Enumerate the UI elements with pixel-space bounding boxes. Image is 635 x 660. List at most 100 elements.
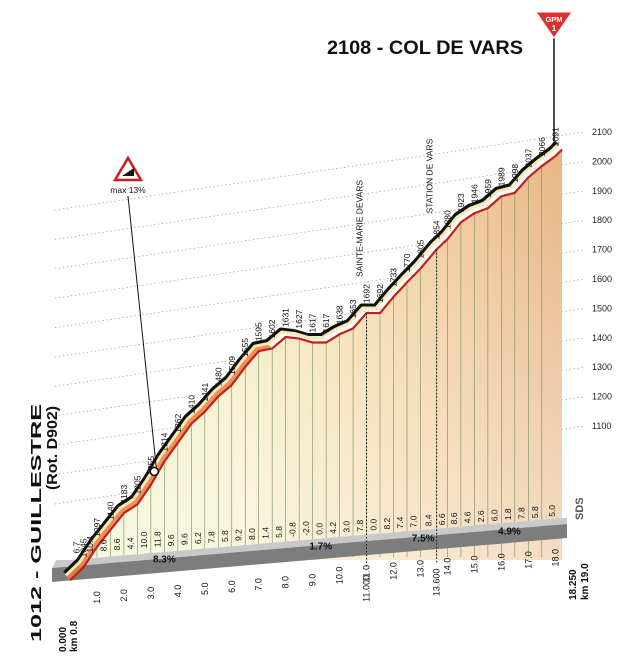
profile-body bbox=[52, 140, 567, 582]
segment-gradient-value: 8.6 bbox=[112, 538, 122, 550]
average-gradient-label: 1.7% bbox=[309, 542, 332, 553]
altitude-value: 1441 bbox=[200, 383, 210, 402]
segment-gradient-value: 8.0 bbox=[247, 528, 257, 540]
segment-gradient-value: 8.6 bbox=[99, 539, 109, 551]
segment-gradient-value: 4.2 bbox=[328, 522, 338, 534]
gridline bbox=[54, 219, 586, 299]
segment-gradient-value: 0.0 bbox=[368, 518, 378, 530]
x-tick-label: 15.0 bbox=[469, 556, 479, 574]
altitude-value: 1653 bbox=[348, 299, 358, 318]
max-gradient-dot bbox=[149, 466, 160, 477]
gridline bbox=[54, 190, 586, 270]
segment-gradient-value: 5.8 bbox=[274, 526, 284, 538]
altitude-value: 1880 bbox=[442, 210, 452, 229]
altitude-value: 1617 bbox=[308, 313, 318, 332]
altitude-value: 2091 bbox=[550, 127, 560, 146]
profile-ridge-dark bbox=[63, 140, 559, 576]
segment-gradient-value: 6.2 bbox=[193, 532, 203, 544]
segment-gradient-value: -2.0 bbox=[301, 521, 311, 536]
gridline bbox=[54, 308, 586, 387]
start-sublabel: (Rot. D902) bbox=[44, 406, 61, 490]
x-tick-label: 12.0 bbox=[389, 562, 399, 580]
segment-gradient-value: 3.0 bbox=[341, 521, 351, 533]
y-tick-label: 1900 bbox=[592, 186, 612, 196]
segment-gradient-value: 1.8 bbox=[503, 508, 513, 520]
altitude-value: 1140 bbox=[105, 501, 115, 520]
y-tick-label: 1400 bbox=[592, 333, 612, 343]
altitude-value: 1805 bbox=[415, 239, 425, 258]
altitude-value: 1959 bbox=[483, 179, 493, 198]
altitude-value: 1183 bbox=[119, 485, 129, 504]
segment-gradient-value: 4.4 bbox=[126, 537, 136, 549]
segment-gradient-value: 2.6 bbox=[476, 510, 486, 522]
altitude-value: 1617 bbox=[321, 313, 331, 332]
altitude-value: 1733 bbox=[389, 268, 399, 287]
segment-gradient-value: 9.6 bbox=[180, 533, 190, 545]
x-tick-label: 17.0 bbox=[523, 551, 533, 569]
altitude-value: 1631 bbox=[281, 308, 291, 327]
altitude-value: 1692 bbox=[375, 284, 385, 303]
brand-logo: SDS bbox=[574, 497, 586, 520]
gpm-flag-icon bbox=[535, 11, 573, 39]
place-km-label: 13.600 bbox=[432, 569, 442, 597]
altitude-value: 1923 bbox=[456, 193, 466, 212]
warning-triangle-icon bbox=[112, 155, 144, 182]
average-gradient-label: 8.3% bbox=[153, 554, 176, 565]
gridline bbox=[54, 337, 586, 417]
max-gradient-marker: max 13% bbox=[110, 155, 160, 477]
max-gradient-label: max 13% bbox=[110, 185, 146, 195]
altitude-value: 1989 bbox=[496, 167, 506, 186]
segment-gradient-value: 6.0 bbox=[490, 509, 500, 521]
altitude-value: 1638 bbox=[335, 305, 345, 324]
x-tick-label: 16.0 bbox=[496, 553, 506, 571]
y-tick-label: 1700 bbox=[592, 245, 612, 255]
average-gradient-boxes: 8.3% 1.7% 7.5% 4.9% bbox=[153, 526, 521, 565]
x-tick-label: 5.0 bbox=[200, 583, 210, 596]
segment-gradient-value: 7.0 bbox=[409, 515, 419, 527]
segment-gradient-value: 4.6 bbox=[463, 511, 473, 523]
segment-gradient-value: 1.4 bbox=[260, 527, 270, 539]
altitude-value: 1097 bbox=[92, 518, 102, 537]
altitude-value: 1854 bbox=[432, 220, 442, 239]
start-label: 1012 - GUILLESTRE bbox=[28, 404, 45, 642]
y-tick-label: 1200 bbox=[592, 392, 612, 402]
average-gradient-label: 7.5% bbox=[412, 533, 435, 544]
altitude-value: 1509 bbox=[227, 356, 237, 375]
x-tick-label: 11.0 bbox=[362, 565, 372, 582]
altitude-value: 1480 bbox=[213, 367, 223, 386]
gpm-label: GPM bbox=[545, 15, 562, 24]
segment-gradient-value: 7.4 bbox=[395, 516, 405, 528]
altitude-value: 1362 bbox=[173, 414, 183, 433]
altitude-value: 1770 bbox=[402, 253, 412, 272]
altitude-value: 1255 bbox=[146, 456, 156, 475]
base-slab-top bbox=[52, 518, 567, 568]
average-gradient-label: 4.9% bbox=[498, 526, 521, 537]
altitude-value: 1205 bbox=[132, 475, 142, 494]
altitude-value: 1314 bbox=[159, 432, 169, 451]
altitude-value: 1410 bbox=[186, 395, 196, 414]
segment-gradient-value: 10.4 bbox=[85, 536, 95, 553]
km-end-sub: km 19.0 bbox=[580, 563, 591, 600]
y-tick-label: 1800 bbox=[592, 215, 612, 225]
segment-gradient-value: 10.0 bbox=[139, 531, 149, 548]
segment-gradient-value: 5.0 bbox=[547, 505, 557, 517]
altitude-value: 1555 bbox=[240, 338, 250, 357]
segment-gradient-value: 6.7 bbox=[72, 541, 82, 553]
start-road-label: (Rot. D902) bbox=[44, 406, 61, 490]
x-tick-label: 7.0 bbox=[254, 578, 264, 591]
segment-gradient-value: 8.6 bbox=[449, 512, 459, 524]
y-tick-label: 2100 bbox=[592, 127, 612, 137]
km-axis-labels: 1.0 2.0 3.0 4.0 5.0 6.0 7.0 8.0 9.0 10.0 11.0 12.0 1… bbox=[92, 549, 560, 604]
altitude-value: 1045 bbox=[78, 538, 88, 557]
segment-gradient-value: -0.8 bbox=[287, 522, 297, 537]
segment-gradient-value: 5.8 bbox=[220, 530, 230, 542]
gpm-category: 1 bbox=[552, 24, 557, 33]
x-tick-label: 3.0 bbox=[146, 587, 156, 600]
summit: GPM 1 2108 - COL DE VARS bbox=[327, 11, 573, 142]
km-start-sub: km 0.8 bbox=[69, 620, 80, 652]
start-place-name: 1012 - GUILLESTRE bbox=[28, 404, 45, 642]
x-tick-label: 9.0 bbox=[308, 574, 318, 587]
y-tick-label: 1300 bbox=[592, 362, 612, 372]
